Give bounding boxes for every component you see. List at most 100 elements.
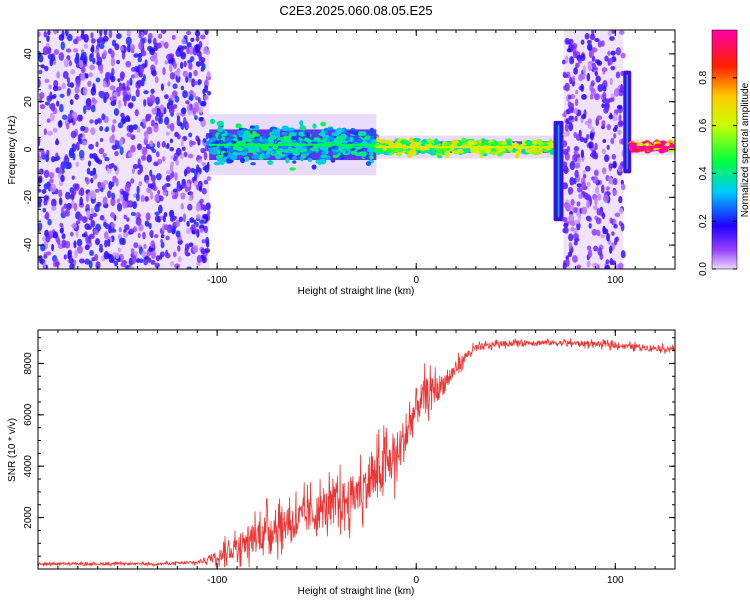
carrier-blob	[237, 136, 243, 141]
noise-speckle	[157, 33, 163, 39]
noise-speckle	[195, 214, 201, 220]
noise-speckle	[186, 266, 192, 269]
noise-speckle	[568, 106, 575, 112]
carrier-blob	[272, 128, 278, 134]
noise-speckle	[87, 80, 92, 87]
noise-speckle	[125, 36, 132, 46]
noise-speckle	[615, 71, 621, 79]
noise-speckle	[201, 204, 208, 211]
noise-speckle	[620, 179, 624, 185]
noise-speckle	[44, 78, 50, 83]
noise-speckle	[201, 187, 207, 195]
spectrogram-axes: -100 0 100 -40 -20 0 20 40	[23, 29, 676, 286]
noise-speckle	[581, 206, 588, 215]
spectrogram-region-carrier	[205, 114, 380, 176]
noise-speckle	[126, 44, 132, 53]
noise-speckle	[108, 254, 114, 263]
noise-speckle	[134, 71, 139, 79]
noise-speckle	[568, 122, 574, 132]
noise-speckle	[163, 224, 169, 231]
snr-ytick-label: 8000	[23, 352, 34, 375]
noise-speckle	[573, 67, 578, 75]
carrier-blob	[301, 151, 309, 155]
noise-speckle	[575, 90, 579, 95]
noise-speckle	[601, 212, 606, 220]
noise-speckle	[206, 71, 211, 79]
noise-speckle	[132, 201, 138, 210]
carrier-blob	[358, 131, 363, 137]
noise-speckle	[162, 184, 167, 193]
noise-speckle	[130, 74, 135, 79]
noise-speckle	[111, 124, 116, 133]
noise-speckle	[59, 222, 64, 228]
carrier-blob	[350, 150, 358, 155]
carrier-blob	[340, 133, 347, 140]
carrier-blob	[253, 156, 259, 160]
noise-speckle	[46, 35, 50, 43]
noise-speckle	[70, 191, 75, 201]
noise-speckle	[102, 180, 109, 186]
noise-speckle	[38, 188, 42, 193]
noise-speckle	[582, 174, 587, 179]
noise-speckle	[125, 115, 130, 122]
noise-speckle	[179, 61, 184, 70]
noise-speckle	[132, 124, 138, 130]
noise-speckle	[202, 138, 207, 144]
noise-speckle	[88, 72, 94, 78]
carrier-blob	[337, 144, 343, 151]
noise-speckle	[597, 247, 603, 256]
noise-speckle	[587, 216, 592, 222]
noise-speckle	[199, 106, 203, 114]
noise-speckle	[142, 74, 146, 82]
noise-speckle	[608, 175, 612, 185]
noise-speckle	[165, 249, 169, 256]
noise-speckle	[38, 197, 43, 204]
noise-speckle	[144, 196, 150, 202]
noise-speckle	[146, 126, 153, 135]
noise-speckle	[592, 262, 598, 268]
noise-speckle	[58, 34, 65, 41]
noise-speckle	[155, 151, 160, 158]
noise-speckle	[119, 46, 124, 52]
noise-speckle	[131, 254, 137, 264]
noise-speckle	[49, 112, 55, 122]
noise-speckle	[76, 114, 83, 122]
noise-speckle	[44, 101, 50, 106]
noise-speckle	[81, 216, 88, 223]
noise-speckle	[82, 105, 87, 114]
noise-speckle	[146, 154, 152, 163]
noise-speckle	[574, 219, 581, 225]
noise-speckle	[110, 223, 116, 228]
noise-speckle	[91, 152, 98, 160]
noise-speckle	[59, 227, 64, 234]
noise-speckle	[620, 222, 625, 232]
noise-speckle	[573, 131, 578, 138]
noise-speckle	[613, 133, 617, 139]
noise-speckle	[50, 102, 56, 112]
noise-speckle	[114, 43, 120, 51]
noise-speckle	[90, 104, 96, 113]
noise-speckle	[45, 251, 52, 256]
noise-speckle	[198, 185, 203, 192]
noise-speckle	[567, 186, 574, 195]
noise-speckle	[564, 55, 569, 64]
snr-xtick-label: 100	[607, 575, 624, 586]
noise-speckle	[195, 96, 199, 101]
noise-speckle	[110, 197, 116, 207]
noise-speckle	[110, 57, 116, 67]
noise-speckle	[53, 48, 60, 55]
noise-speckle	[573, 146, 580, 152]
carrier-blob	[378, 139, 387, 144]
noise-speckle	[113, 165, 118, 172]
noise-speckle	[200, 248, 206, 255]
noise-speckle	[130, 66, 137, 72]
noise-speckle	[162, 191, 168, 196]
noise-speckle	[582, 65, 587, 75]
noise-speckle	[108, 30, 113, 39]
noise-speckle	[597, 40, 603, 48]
noise-speckle	[97, 118, 103, 124]
carrier-blob	[287, 127, 295, 131]
noise-speckle	[38, 31, 41, 37]
noise-speckle	[176, 134, 181, 140]
noise-speckle	[182, 70, 189, 78]
